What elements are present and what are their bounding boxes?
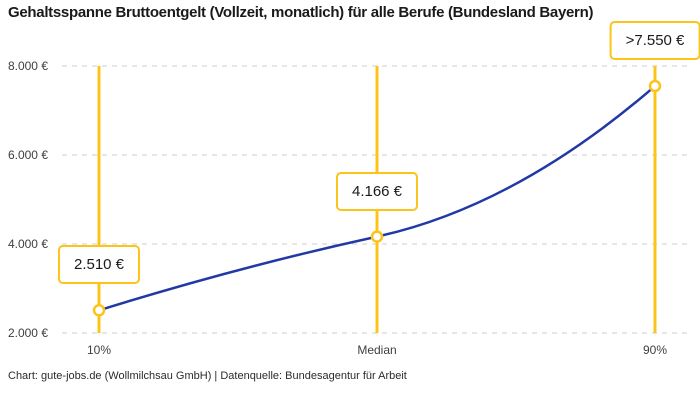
value-label-box: >7.550 €: [609, 21, 700, 61]
y-axis-tick-label: 4.000 €: [7, 237, 48, 251]
data-points: [92, 79, 662, 317]
x-axis-category-label: 90%: [642, 343, 668, 357]
value-label-box: 2.510 €: [57, 245, 141, 285]
data-point-marker: [648, 79, 662, 93]
data-point-marker: [370, 230, 384, 243]
y-axis-tick-label: 6.000 €: [7, 148, 48, 162]
y-axis-tick-label: 2.000 €: [7, 326, 48, 340]
x-axis-category-label: 10%: [86, 343, 112, 357]
value-label-box: 4.166 €: [335, 171, 419, 211]
chart-footer: Chart: gute-jobs.de (Wollmilchsau GmbH) …: [8, 370, 407, 382]
y-axis-tick-label: 8.000 €: [7, 59, 48, 73]
chart-title: Gehaltsspanne Bruttoentgelt (Vollzeit, m…: [8, 4, 594, 21]
data-point-marker: [92, 304, 106, 317]
x-axis-category-label: Median: [357, 343, 397, 357]
